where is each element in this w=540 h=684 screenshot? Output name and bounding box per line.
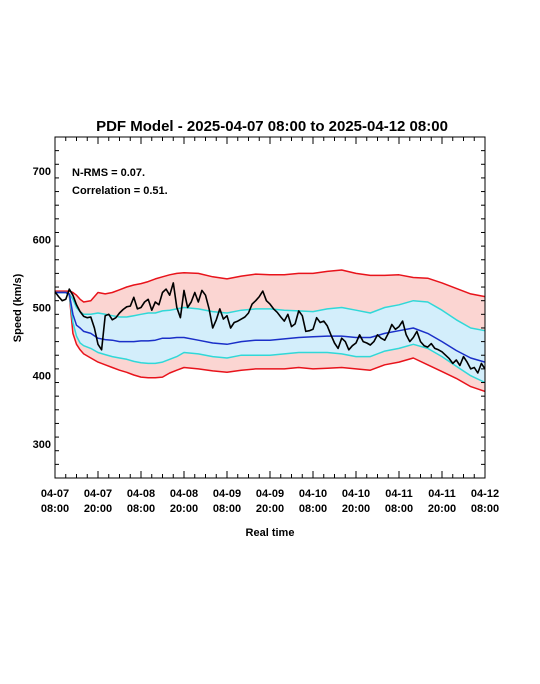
x-tick-label-time: 08:00 <box>299 503 327 515</box>
x-tick-label-date: 04-08 <box>127 488 155 500</box>
median-line <box>55 291 486 363</box>
x-tick-label-date: 04-11 <box>428 488 456 500</box>
y-tick-label: 300 <box>33 439 51 451</box>
observed-line <box>54 282 486 374</box>
correlation-annotation: Correlation = 0.51. <box>72 185 168 197</box>
uncertainty-bands <box>55 270 485 392</box>
y-tick-label: 400 <box>33 371 51 383</box>
y-tick-label: 600 <box>33 234 51 246</box>
x-tick-label-time: 20:00 <box>170 503 198 515</box>
y-tick-label: 500 <box>33 303 51 315</box>
x-tick-label-date: 04-09 <box>213 488 241 500</box>
outer-upper-line <box>55 269 486 303</box>
inner-lower-line <box>55 291 486 384</box>
x-tick-label-date: 04-09 <box>256 488 284 500</box>
x-tick-label-date: 04-10 <box>342 488 370 500</box>
x-tick-label-date: 04-07 <box>84 488 112 500</box>
axis-ticks: 300 400 500 600 700 04-07 08:00 04-07 20:00 04-08… <box>33 136 499 515</box>
forecast-lines <box>54 269 486 393</box>
x-tick-label-time: 20:00 <box>342 503 370 515</box>
inner-band-fill <box>55 292 485 383</box>
chart-title: PDF Model - 2025-04-07 08:00 to 2025-04-… <box>96 118 448 135</box>
outer-lower-line <box>55 291 486 393</box>
x-tick-label-time: 08:00 <box>127 503 155 515</box>
x-axis-label: Real time <box>246 527 295 539</box>
nrms-annotation: N-RMS = 0.07. <box>72 167 145 179</box>
y-axis-label: Speed (km/s) <box>12 273 24 342</box>
x-tick-label-time: 20:00 <box>428 503 456 515</box>
x-tick-label-time: 08:00 <box>41 503 69 515</box>
x-tick-label-date: 04-10 <box>299 488 327 500</box>
x-tick-label-time: 20:00 <box>84 503 112 515</box>
x-tick-label-time: 08:00 <box>385 503 413 515</box>
x-tick-label-time: 20:00 <box>256 503 284 515</box>
x-tick-label-time: 08:00 <box>471 503 499 515</box>
x-tick-label-date: 04-07 <box>41 488 69 500</box>
x-tick-label-date: 04-11 <box>385 488 413 500</box>
x-tick-label-date: 04-12 <box>471 488 499 500</box>
x-tick-label-time: 08:00 <box>213 503 241 515</box>
y-tick-label: 700 <box>33 166 51 178</box>
x-tick-label-date: 04-08 <box>170 488 198 500</box>
